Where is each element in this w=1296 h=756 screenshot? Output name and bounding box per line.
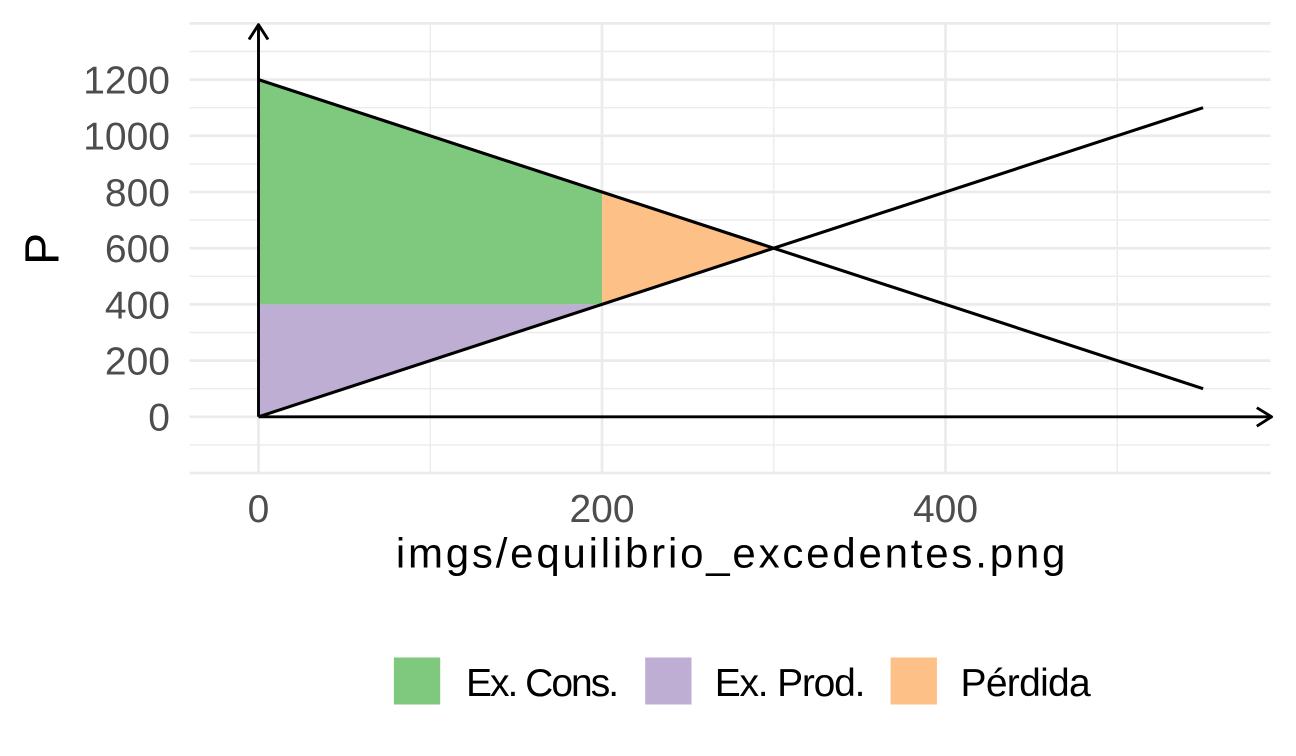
svg-text:200: 200 [105, 341, 170, 384]
svg-text:1000: 1000 [83, 116, 170, 159]
svg-text:600: 600 [105, 228, 170, 271]
svg-text:1200: 1200 [83, 60, 170, 103]
svg-text:400: 400 [913, 488, 978, 531]
svg-text:0: 0 [248, 488, 270, 531]
svg-text:800: 800 [105, 172, 170, 215]
svg-text:200: 200 [569, 488, 634, 531]
svg-text:P: P [17, 233, 70, 265]
svg-text:Ex. Prod.: Ex. Prod. [715, 662, 865, 705]
svg-text:imgs/equilibrio_excedentes.png: imgs/equilibrio_excedentes.png [396, 530, 1068, 577]
svg-text:Pérdida: Pérdida [961, 662, 1092, 705]
svg-text:Ex. Cons.: Ex. Cons. [466, 662, 617, 705]
svg-text:0: 0 [148, 397, 170, 440]
svg-text:400: 400 [105, 284, 170, 327]
